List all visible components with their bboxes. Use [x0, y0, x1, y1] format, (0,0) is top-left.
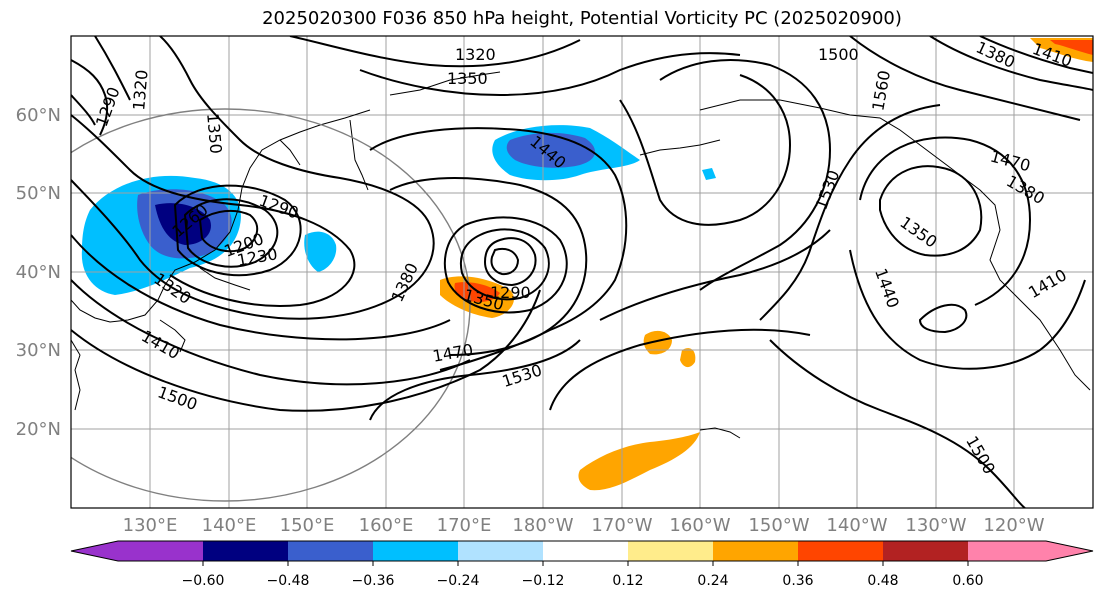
colorbar-swatch [543, 541, 628, 561]
colorbar-tick-label: −0.60 [182, 573, 225, 589]
colorbar-swatch [203, 541, 288, 561]
contour-label: 1320 [129, 69, 151, 111]
lon-label: 140°E [202, 515, 257, 536]
plot-title: 2025020300 F036 850 hPa height, Potentia… [262, 8, 902, 29]
lon-label: 120°W [983, 515, 1044, 536]
colorbar-swatch [373, 541, 458, 561]
contour-labels: 1320 1350 1500 1290 1320 1350 1440 1560 … [92, 37, 1075, 477]
lon-label: 160°E [359, 515, 414, 536]
lon-label: 150°W [748, 515, 809, 536]
lon-label: 150°E [280, 515, 335, 536]
colorbar-tick-label: 0.36 [782, 573, 813, 589]
lat-label: 60°N [16, 105, 61, 126]
colorbar-swatch [118, 541, 203, 561]
map-frame [70, 35, 1094, 509]
contour-label: 1350 [447, 69, 488, 88]
lon-label: 170°W [591, 515, 652, 536]
colorbar-tick-label: 0.60 [952, 573, 983, 589]
contour-label: 1290 [490, 283, 531, 302]
contour-label: 1500 [818, 45, 859, 64]
lat-label: 40°N [16, 262, 61, 283]
colorbar-swatch [458, 541, 543, 561]
colorbar-swatch [288, 541, 373, 561]
colorbar-swatch [713, 541, 798, 561]
colorbar: −0.60 −0.48 −0.36 −0.24 −0.12 0.12 0.24 … [70, 540, 1094, 589]
contour-label: 1320 [455, 45, 496, 64]
latitude-labels: 60°N 50°N 40°N 30°N 20°N [16, 105, 61, 440]
lon-label: 160°W [669, 515, 730, 536]
contour-label: 1350 [203, 112, 225, 154]
lat-label: 50°N [16, 183, 61, 204]
lon-label: 170°E [437, 515, 492, 536]
colorbar-tick-label: 0.48 [867, 573, 898, 589]
colorbar-tick-label: −0.24 [437, 573, 480, 589]
lon-label: 140°W [826, 515, 887, 536]
colorbar-tick-label: −0.48 [267, 573, 310, 589]
colorbar-tick-label: −0.12 [522, 573, 565, 589]
colorbar-tick-label: 0.24 [697, 573, 728, 589]
colorbar-swatch [968, 541, 1046, 561]
colorbar-outline [70, 540, 1094, 562]
colorbar-extend-low [71, 541, 118, 561]
lat-label: 20°N [16, 419, 61, 440]
colorbar-swatch [798, 541, 883, 561]
range-circle [71, 108, 471, 502]
coastlines [71, 71, 1091, 439]
colorbar-tick-label: 0.12 [612, 573, 643, 589]
colorbar-extend-high [1046, 541, 1093, 561]
longitude-labels: 130°E 140°E 150°E 160°E 170°E 180°W 170°… [123, 515, 1045, 536]
lon-label: 130°W [905, 515, 966, 536]
colorbar-swatch [883, 541, 968, 561]
lon-label: 180°W [512, 515, 573, 536]
colorbar-swatch [628, 541, 713, 561]
height-contours [71, 36, 1093, 508]
lat-label: 30°N [16, 340, 61, 361]
colorbar-tick-label: −0.36 [352, 573, 395, 589]
lon-label: 130°E [123, 515, 178, 536]
gridlines [71, 36, 1093, 508]
